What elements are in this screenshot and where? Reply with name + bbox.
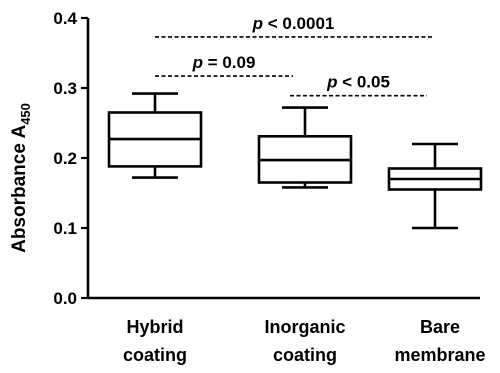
x-category-label: coating [123, 345, 187, 365]
svg-text:Absorbance A450: Absorbance A450 [9, 103, 33, 253]
y-axis-title: Absorbance A450 [9, 103, 33, 253]
x-category-label: Hybrid [126, 317, 183, 337]
y-tick-label: 0.3 [53, 79, 77, 98]
y-axis-label: Absorbance A [9, 125, 30, 253]
box-group [107, 92, 203, 179]
significance-annotations: p < 0.0001 p = 0.09 p < 0.05 [155, 14, 432, 97]
significance-label: p = 0.09 [192, 53, 256, 72]
x-category-label: Bare [420, 317, 460, 337]
x-category-label: membrane [394, 345, 485, 365]
box-group [257, 106, 353, 189]
x-category-label: Inorganic [264, 317, 345, 337]
y-tick-label: 0.1 [53, 219, 77, 238]
y-tick-label: 0.0 [53, 289, 77, 308]
significance-label: p < 0.0001 [252, 14, 335, 33]
x-category-label: coating [273, 345, 337, 365]
y-tick-label: 0.2 [53, 149, 77, 168]
y-tick-label: 0.4 [53, 9, 77, 28]
boxes [107, 92, 483, 230]
x-axis-category-labels: Hybrid coating Inorganic coating Bare membran… [123, 317, 486, 365]
box-group [387, 142, 483, 230]
y-axis-label-subscript: 450 [18, 103, 33, 125]
y-ticks: 0.0 0.1 0.2 0.3 0.4 [53, 9, 88, 308]
significance-label: p < 0.05 [326, 73, 390, 92]
